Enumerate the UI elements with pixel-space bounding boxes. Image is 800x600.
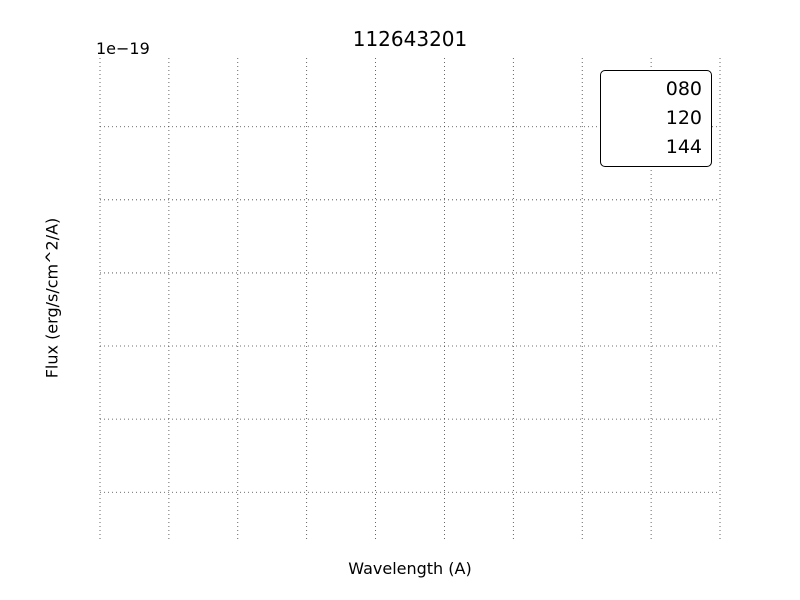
x-axis-label: Wavelength (A) [348, 559, 472, 578]
legend-item-120: 120 [610, 104, 702, 133]
legend-item-144: 144 [610, 133, 702, 162]
legend-label-120: 120 [665, 107, 702, 129]
legend-label-080: 080 [665, 78, 702, 100]
plot-title: 112643201 [352, 27, 468, 51]
y-axis-label: Flux (erg/s/cm^2/A) [42, 217, 62, 379]
legend-line-sample-144 [610, 146, 643, 150]
legend-line-sample-120 [610, 117, 643, 121]
legend-line-sample-080 [610, 88, 643, 92]
legend-item-080: 080 [610, 75, 702, 104]
legend-label-144: 144 [665, 136, 702, 158]
legend: 080 120 144 [600, 70, 712, 167]
y-axis-offset-label: 1e−19 [96, 39, 150, 58]
